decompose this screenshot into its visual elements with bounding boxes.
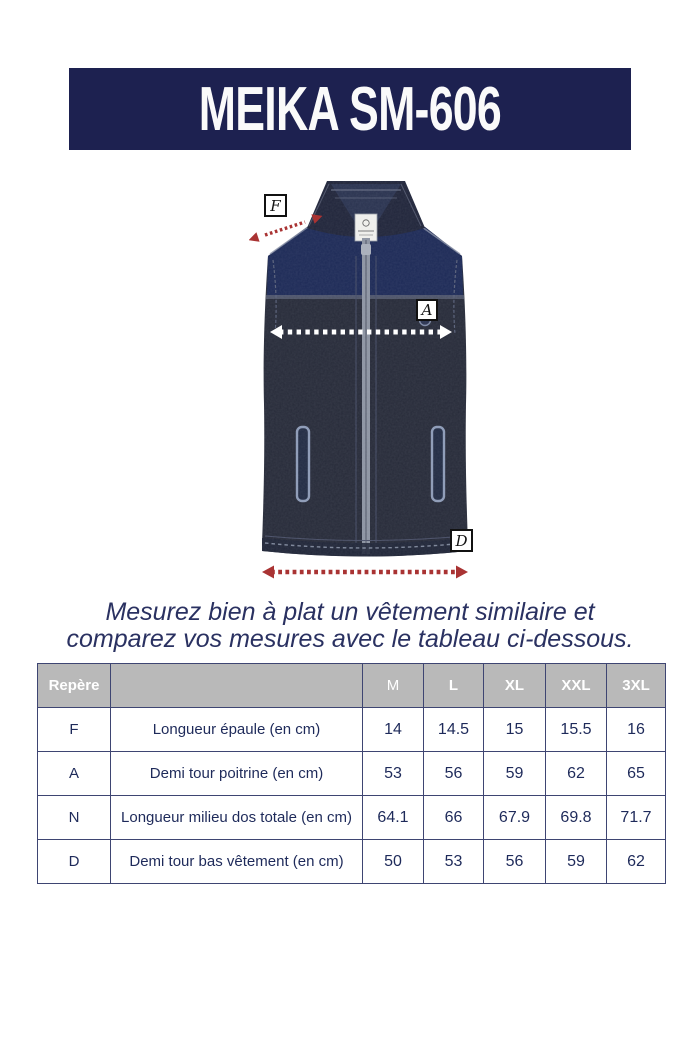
row-label: Demi tour poitrine (en cm) <box>110 751 363 796</box>
table-row: N Longueur milieu dos totale (en cm) 64.… <box>37 795 666 840</box>
row-code: N <box>37 795 111 840</box>
row-value: 66 <box>423 795 484 840</box>
row-code: F <box>37 707 111 752</box>
column-header-size-l: L <box>423 663 484 708</box>
vest-diagram: F A D <box>249 164 481 604</box>
column-header-size-m: M <box>362 663 424 708</box>
row-code: D <box>37 839 111 884</box>
row-value: 64.1 <box>362 795 424 840</box>
row-label: Longueur milieu dos totale (en cm) <box>110 795 363 840</box>
instruction-line-2: comparez vos mesures avec le tableau ci-… <box>66 625 634 653</box>
table-header-row: Repère M L XL XXL 3XL <box>37 663 666 708</box>
row-value: 59 <box>483 751 546 796</box>
row-label: Longueur épaule (en cm) <box>110 707 363 752</box>
row-value: 62 <box>606 839 666 884</box>
column-header-size-xxl: XXL <box>545 663 607 708</box>
measure-arrow-d <box>262 565 468 579</box>
instruction-line-1: Mesurez bien à plat un vêtement similair… <box>105 598 595 626</box>
row-value: 71.7 <box>606 795 666 840</box>
row-value: 15.5 <box>545 707 607 752</box>
row-code: A <box>37 751 111 796</box>
row-value: 56 <box>423 751 484 796</box>
instruction-text: Mesurez bien à plat un vêtement similair… <box>0 599 700 653</box>
product-title: MEIKA SM-606 <box>198 74 502 144</box>
row-value: 14 <box>362 707 424 752</box>
row-value: 69.8 <box>545 795 607 840</box>
column-header-repere: Repère <box>37 663 111 708</box>
column-header-description <box>110 663 363 708</box>
row-value: 53 <box>362 751 424 796</box>
row-value: 50 <box>362 839 424 884</box>
table-row: D Demi tour bas vêtement (en cm) 50 53 5… <box>37 839 666 884</box>
header-banner: MEIKA SM-606 <box>69 68 631 150</box>
row-value: 59 <box>545 839 607 884</box>
table-row: F Longueur épaule (en cm) 14 14.5 15 15.… <box>37 707 666 752</box>
measure-arrow-a <box>270 325 452 339</box>
measure-label-d: D <box>450 529 473 552</box>
row-label: Demi tour bas vêtement (en cm) <box>110 839 363 884</box>
column-header-size-xl: XL <box>483 663 546 708</box>
row-value: 56 <box>483 839 546 884</box>
row-value: 15 <box>483 707 546 752</box>
column-header-size-3xl: 3XL <box>606 663 666 708</box>
measure-label-f: F <box>264 194 287 217</box>
row-value: 53 <box>423 839 484 884</box>
measure-arrow-f <box>249 214 323 242</box>
measure-label-a: A <box>416 299 438 321</box>
row-value: 62 <box>545 751 607 796</box>
row-value: 67.9 <box>483 795 546 840</box>
row-value: 65 <box>606 751 666 796</box>
row-value: 16 <box>606 707 666 752</box>
table-row: A Demi tour poitrine (en cm) 53 56 59 62… <box>37 751 666 796</box>
vest-illustration <box>249 181 468 579</box>
row-value: 14.5 <box>423 707 484 752</box>
size-table: Repère M L XL XXL 3XL F Longueur épaule … <box>37 663 666 884</box>
